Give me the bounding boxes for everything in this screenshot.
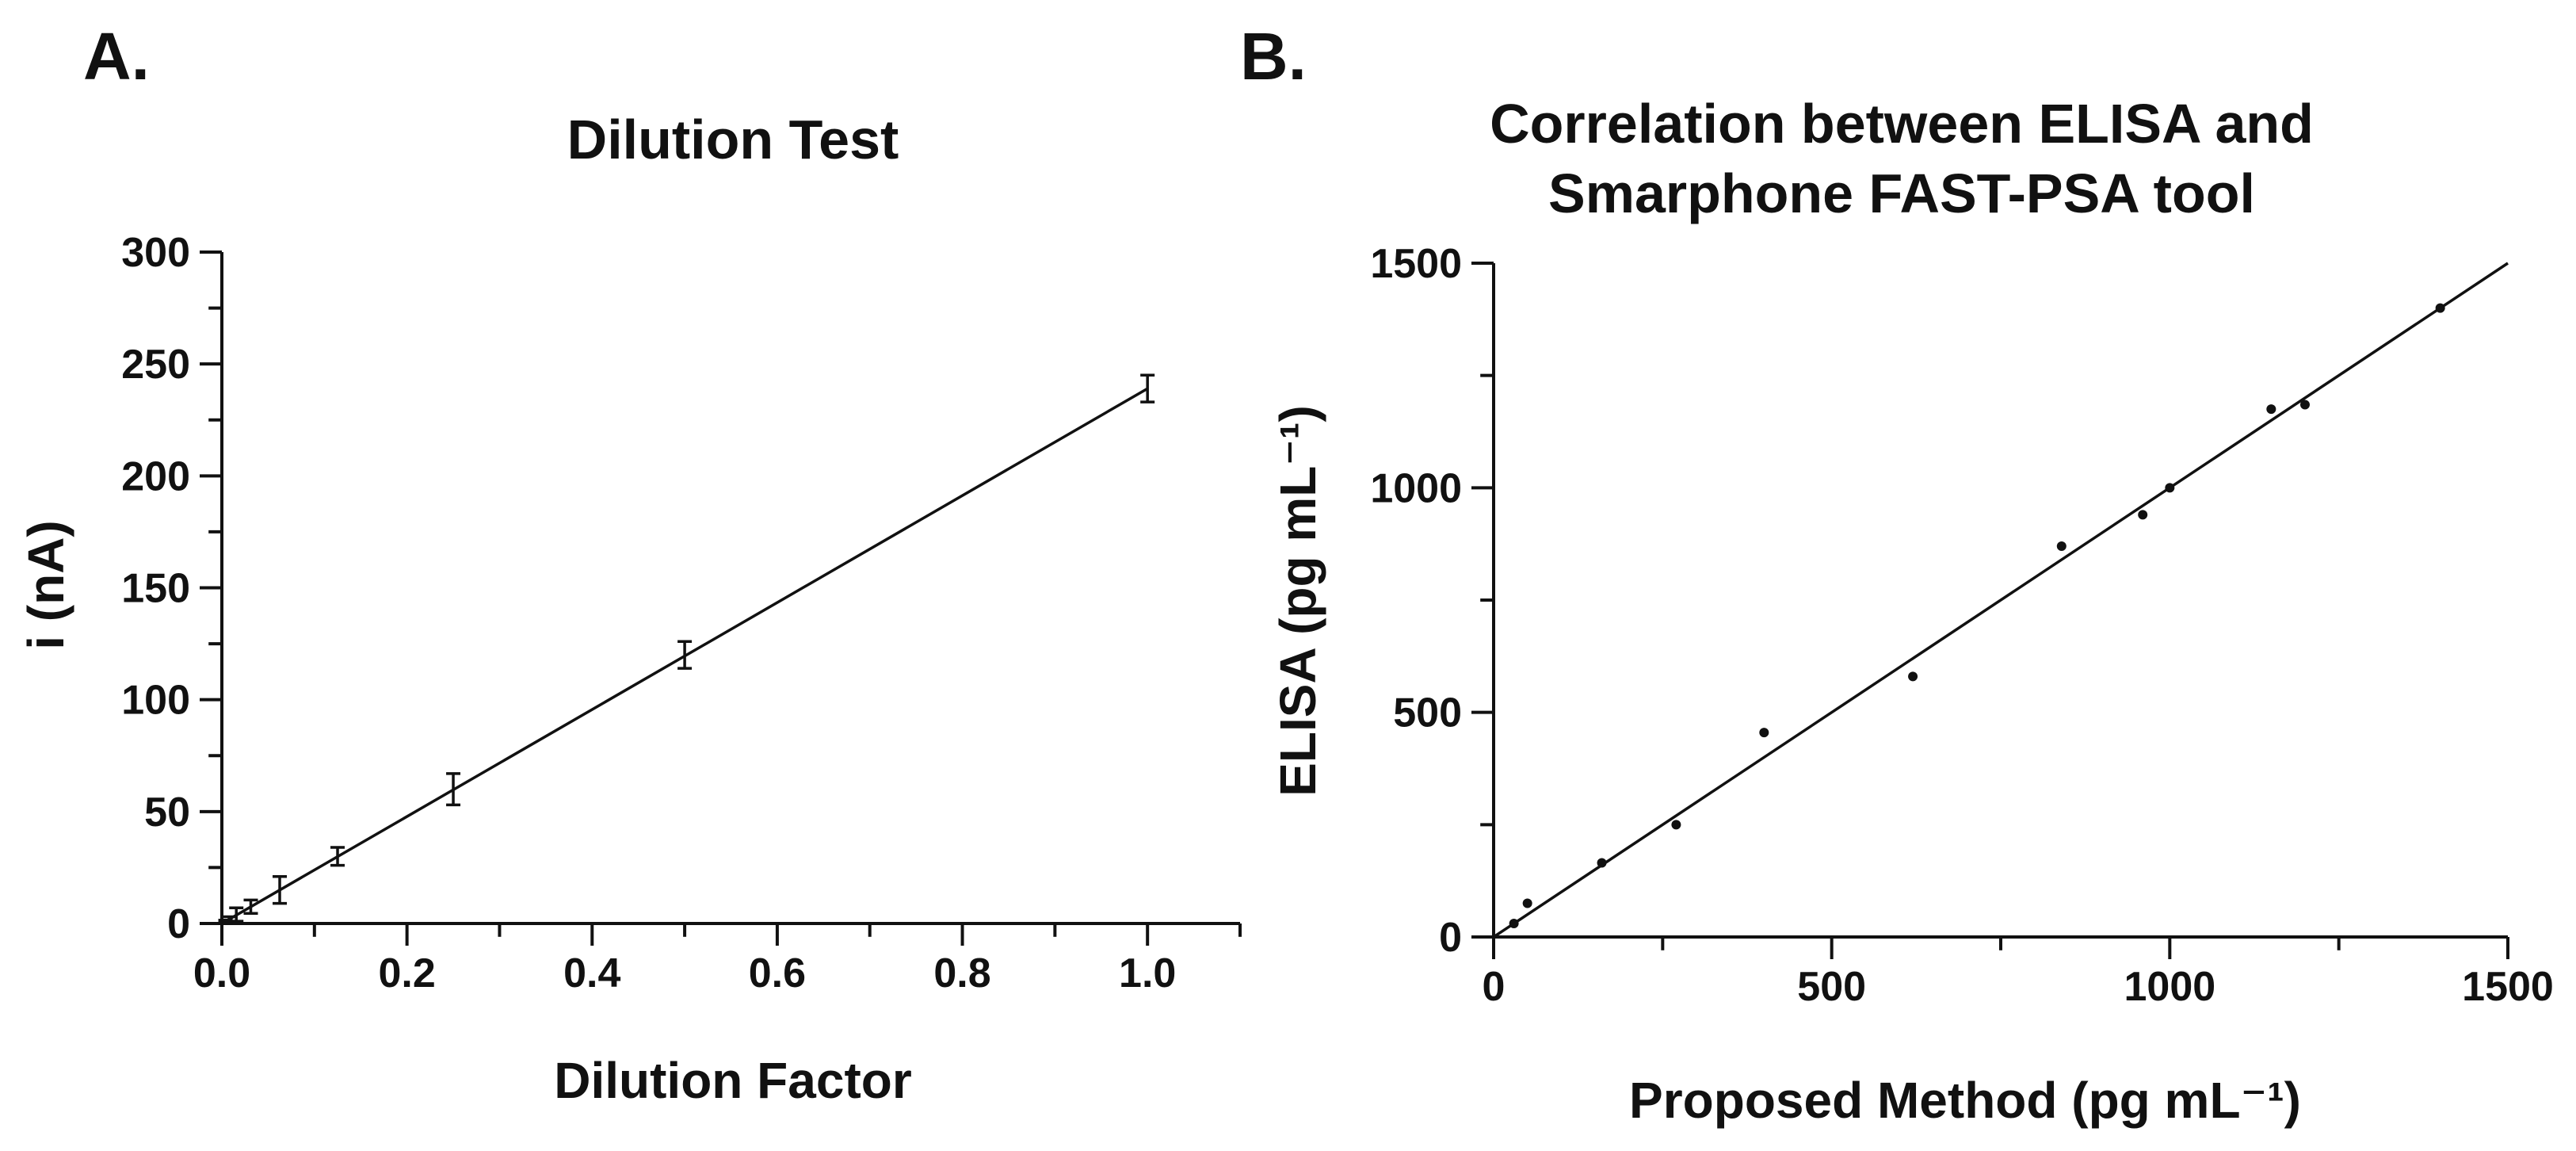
panel-a-x-axis-label: Dilution Factor	[554, 1052, 912, 1109]
x-tick-label: 0.2	[378, 950, 435, 996]
y-tick-label: 300	[121, 230, 190, 276]
data-point	[2300, 400, 2310, 410]
y-tick-label: 50	[144, 790, 190, 836]
y-tick-label: 1000	[1370, 465, 1462, 511]
data-point	[1597, 858, 1607, 868]
panel-b-y-axis-label: ELISA (pg mL⁻¹)	[1269, 405, 1326, 797]
panel-b-plot-area: 0 500 1000 1500 0 500 1000 1500	[1370, 241, 2554, 1010]
panel-b-correlation: B. Correlation between ELISA and Smarpho…	[1240, 19, 2554, 1129]
panel-a-dilution-test: A. Dilution Test Dilution Factor i (nA) …	[17, 19, 1242, 1109]
x-tick-label: 1500	[2462, 964, 2554, 1010]
x-tick-label: 1000	[2124, 964, 2215, 1010]
y-tick-label: 150	[121, 566, 190, 612]
panel-a-y-axis-label: i (nA)	[17, 520, 74, 650]
panel-b-x-axis-label: Proposed Method (pg mL⁻¹)	[1629, 1072, 2301, 1129]
y-tick-label: 1500	[1370, 241, 1462, 287]
data-point	[2056, 541, 2067, 551]
y-tick-label: 0	[1439, 915, 1462, 961]
panel-a-title: Dilution Test	[567, 109, 899, 170]
x-tick-label: 0.8	[933, 950, 990, 996]
x-tick-label: 500	[1797, 964, 1866, 1010]
x-tick-label: 0.0	[193, 950, 250, 996]
x-tick-label: 0	[1483, 964, 1506, 1010]
data-point	[2138, 510, 2148, 520]
regression-line	[1493, 262, 2509, 939]
data-point	[2435, 303, 2445, 313]
x-tick-label: 0.4	[563, 950, 620, 996]
x-tick-label: 1.0	[1119, 950, 1176, 996]
y-tick-label: 0	[167, 901, 190, 947]
y-tick-label: 250	[121, 342, 190, 388]
panel-b-title-line-1: Correlation between ELISA and	[1490, 93, 2314, 155]
data-point	[2165, 483, 2175, 493]
panel-a-plot-area: 0.0 0.2 0.4 0.6 0.8 1.0 0 50 100 150 200 250 300	[121, 230, 1242, 996]
data-point	[1908, 671, 1918, 682]
panel-b-title-line-2: Smarphone FAST-PSA tool	[1548, 163, 2255, 224]
data-point	[1759, 728, 1769, 738]
data-point	[2266, 404, 2276, 415]
data-point	[1509, 919, 1519, 928]
panel-a-label: A.	[83, 19, 150, 94]
y-tick-label: 500	[1393, 690, 1462, 736]
data-point	[1522, 898, 1532, 908]
panel-b-label: B.	[1240, 19, 1307, 94]
data-point	[1671, 820, 1681, 830]
x-tick-label: 0.6	[749, 950, 806, 996]
y-tick-label: 100	[121, 678, 190, 724]
y-tick-label: 200	[121, 453, 190, 499]
